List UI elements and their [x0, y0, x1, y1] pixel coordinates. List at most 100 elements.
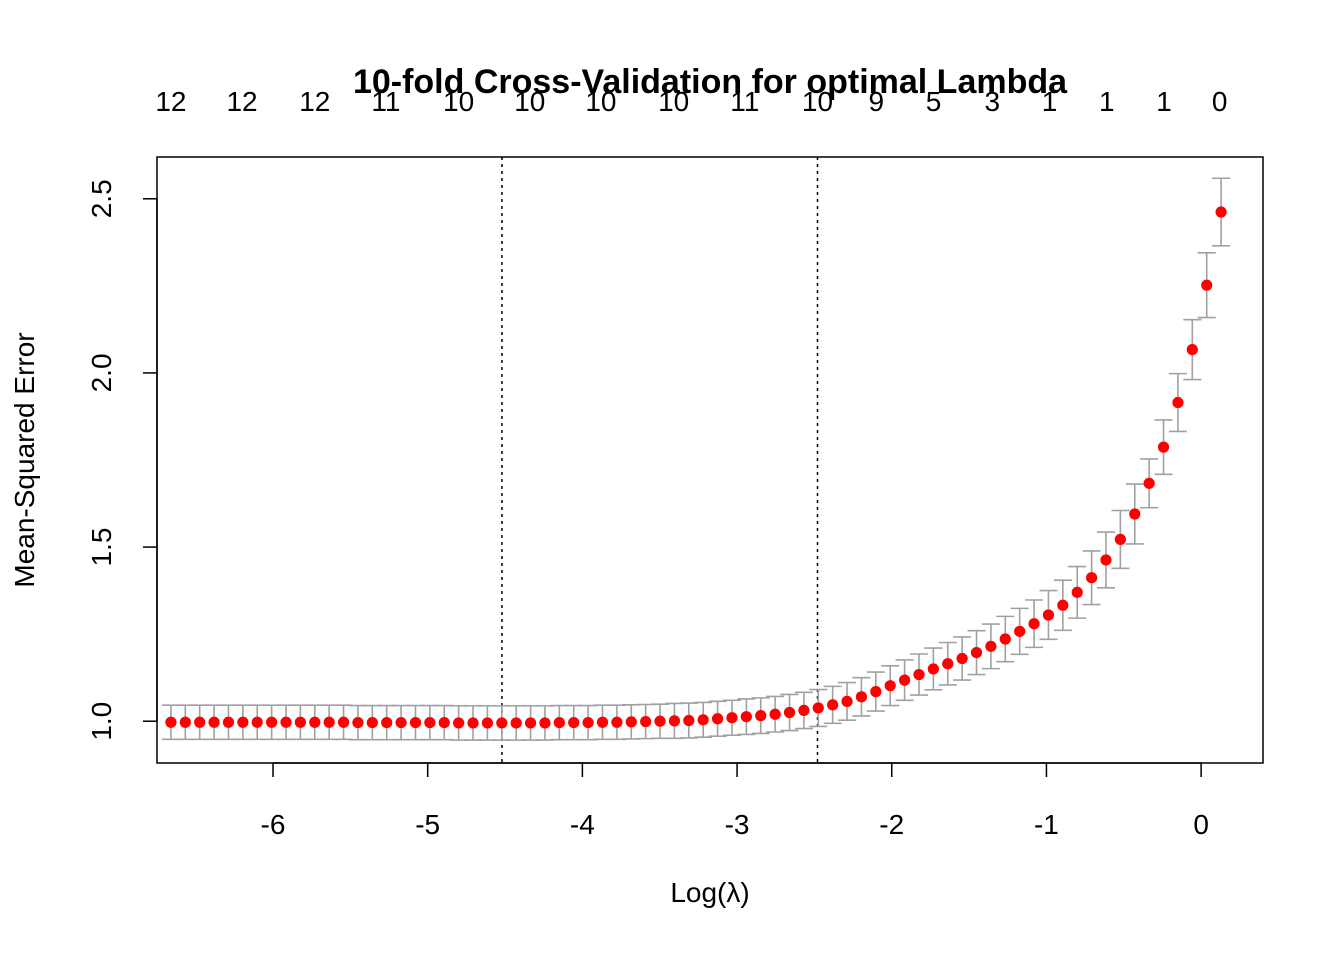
plot-layer: -6 -5 -4 -3 -2 -1 01.01.52.02.512 12 12 11 10 10 10 1… [86, 86, 1263, 840]
mse-point [424, 717, 435, 728]
mse-point [453, 717, 464, 728]
mse-point [467, 717, 478, 728]
mse-point [712, 713, 723, 724]
x-tick-label: 0 [1193, 809, 1209, 840]
top-axis-label: 12 [226, 86, 257, 117]
mse-point [208, 717, 219, 728]
mse-point [885, 680, 896, 691]
top-axis-label: 11 [730, 86, 759, 117]
y-tick-label: 1.0 [86, 702, 117, 741]
mse-point [252, 717, 263, 728]
mse-point [626, 716, 637, 727]
top-axis-label: 9 [868, 86, 884, 117]
mse-point [482, 717, 493, 728]
top-axis-label: 0 [1212, 86, 1228, 117]
mse-point [856, 691, 867, 702]
mse-point [237, 717, 248, 728]
x-tick-label: -6 [261, 809, 286, 840]
mse-point [266, 717, 277, 728]
mse-point [324, 717, 335, 728]
mse-point [352, 717, 363, 728]
mse-point [669, 715, 680, 726]
top-axis-label: 10 [443, 86, 474, 117]
top-axis-label: 10 [658, 86, 689, 117]
mse-point [568, 717, 579, 728]
top-axis-label: 3 [985, 86, 1001, 117]
mse-point [683, 715, 694, 726]
mse-point [1057, 600, 1068, 611]
top-axis-label: 10 [802, 86, 833, 117]
mse-point [654, 716, 665, 727]
mse-point [827, 699, 838, 710]
mse-point [367, 717, 378, 728]
x-tick-label: -3 [725, 809, 750, 840]
mse-point [395, 717, 406, 728]
mse-point [496, 717, 507, 728]
mse-point [223, 717, 234, 728]
mse-point [1129, 508, 1140, 519]
mse-point [971, 647, 982, 658]
mse-point [985, 641, 996, 652]
mse-point [770, 709, 781, 720]
mse-point [309, 717, 320, 728]
top-axis-label: 12 [155, 86, 186, 117]
mse-point [1115, 534, 1126, 545]
top-axis-label: 10 [585, 86, 616, 117]
top-axis-label: 11 [371, 86, 400, 117]
mse-point [410, 717, 421, 728]
mse-point [338, 717, 349, 728]
mse-point [1014, 626, 1025, 637]
mse-point [640, 716, 651, 727]
top-axis-label: 10 [514, 86, 545, 117]
mse-point [1000, 633, 1011, 644]
mse-point [698, 714, 709, 725]
mse-point [1215, 206, 1226, 217]
mse-point [583, 717, 594, 728]
x-tick-label: -4 [570, 809, 595, 840]
top-axis-label: 5 [926, 86, 942, 117]
mse-point [165, 717, 176, 728]
mse-point [755, 710, 766, 721]
mse-point [611, 717, 622, 728]
mse-point [726, 712, 737, 723]
mse-point [928, 663, 939, 674]
mse-point [280, 717, 291, 728]
mse-point [899, 675, 910, 686]
y-tick-label: 2.5 [86, 179, 117, 218]
mse-point [1172, 397, 1183, 408]
x-tick-label: -5 [415, 809, 440, 840]
mse-point [813, 702, 824, 713]
mse-point [194, 717, 205, 728]
mse-point [1086, 572, 1097, 583]
top-axis-label: 1 [1099, 86, 1115, 117]
mse-point [539, 717, 550, 728]
x-tick-label: -2 [879, 809, 904, 840]
top-axis-label: 12 [299, 86, 330, 117]
x-tick-label: -1 [1034, 809, 1059, 840]
mse-point [870, 686, 881, 697]
mse-point [741, 711, 752, 722]
mse-point [1201, 280, 1212, 291]
mse-point [957, 653, 968, 664]
mse-point [295, 717, 306, 728]
x-axis-label: Log(λ) [670, 877, 749, 908]
mse-point [784, 707, 795, 718]
mse-point [439, 717, 450, 728]
mse-point [597, 717, 608, 728]
mse-point [1028, 618, 1039, 629]
mse-point [942, 658, 953, 669]
mse-point [798, 705, 809, 716]
y-axis-label: Mean-Squared Error [9, 332, 40, 587]
top-axis-label: 1 [1156, 86, 1172, 117]
mse-point [1072, 587, 1083, 598]
mse-point [180, 717, 191, 728]
mse-point [1158, 442, 1169, 453]
plot-frame [157, 157, 1263, 763]
mse-point [525, 717, 536, 728]
mse-point [1043, 609, 1054, 620]
mse-point [554, 717, 565, 728]
mse-point [1187, 344, 1198, 355]
mse-point [913, 669, 924, 680]
mse-point [1100, 554, 1111, 565]
